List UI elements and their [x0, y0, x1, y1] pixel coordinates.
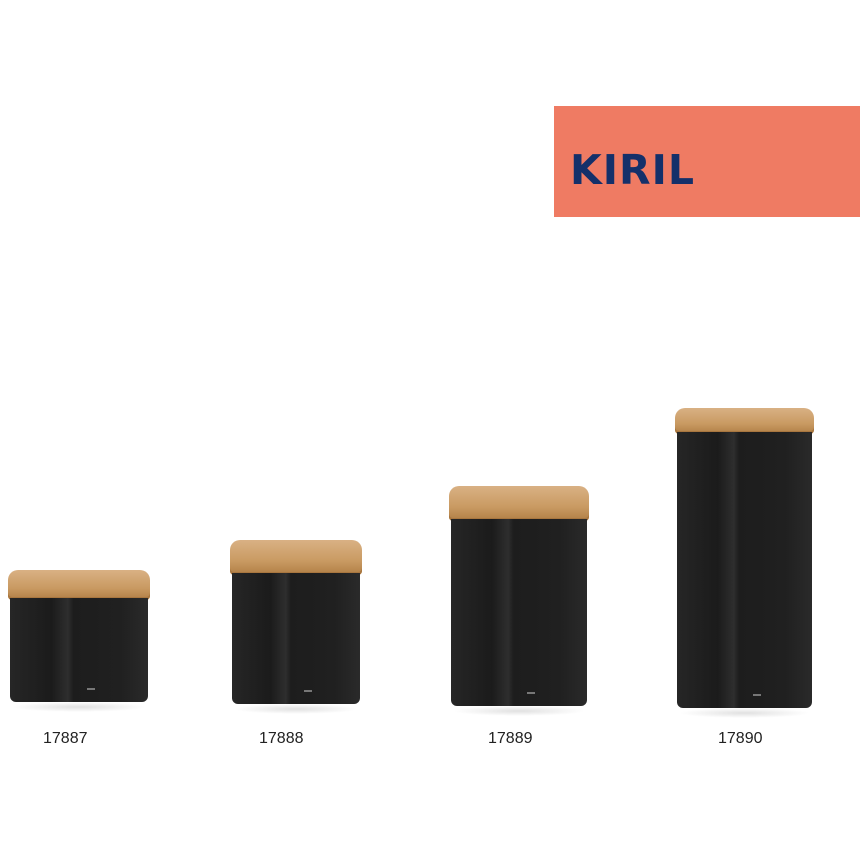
canister-17888 [230, 540, 362, 714]
canister-17887 [8, 570, 150, 712]
product-code: 17889 [488, 730, 533, 747]
bamboo-lid [675, 408, 814, 434]
shadow [234, 704, 358, 714]
product-code: 17888 [259, 730, 304, 747]
logo-mark [752, 694, 761, 696]
bamboo-lid [8, 570, 150, 600]
logo-mark [303, 690, 312, 692]
canister-17890 [675, 408, 814, 718]
bamboo-lid [449, 486, 589, 521]
canister-17889 [449, 486, 589, 716]
bamboo-lid [230, 540, 362, 575]
canister-body [232, 573, 360, 704]
shadow [679, 708, 810, 718]
shadow [453, 706, 585, 716]
shadow [12, 702, 146, 712]
canister-body [677, 432, 812, 708]
brand-title: KIRIL [570, 146, 695, 194]
brand-banner: KIRIL [554, 106, 860, 217]
product-code: 17887 [43, 730, 88, 747]
logo-mark [527, 692, 536, 694]
logo-mark [87, 688, 96, 690]
canister-body [451, 519, 587, 706]
canister-body [10, 598, 148, 702]
product-code: 17890 [718, 730, 763, 747]
